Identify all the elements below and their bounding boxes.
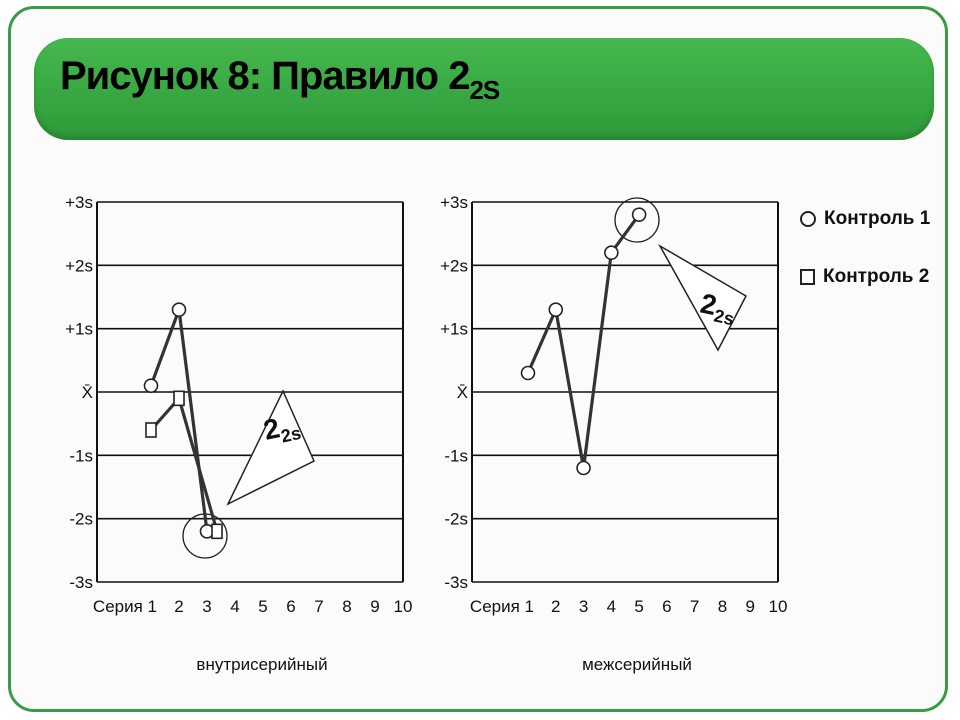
x-tick-label: 4	[230, 597, 239, 616]
legend-item-control-1: Контроль 1	[800, 204, 940, 234]
y-tick-label: -1s	[69, 446, 93, 465]
data-point-circle	[604, 245, 619, 260]
x-tick-label: 4	[607, 597, 616, 616]
data-point-circle	[631, 207, 647, 222]
y-tick-label: -1s	[444, 446, 468, 465]
y-tick-label: X̄	[82, 383, 93, 402]
y-tick-label: +1s	[440, 320, 468, 339]
series-line-2	[149, 396, 219, 532]
y-tick-label: X̄	[457, 383, 468, 402]
x-axis-label: внутрисерийный	[196, 655, 327, 674]
square-marker-icon	[800, 269, 815, 285]
x-tick-label: 7	[314, 597, 323, 616]
x-tick-label: 3	[202, 597, 211, 616]
y-tick-label: -3s	[444, 573, 468, 592]
legend-item-control-2: Контроль 2	[800, 262, 940, 292]
x-tick-label: 2	[174, 597, 183, 616]
violation-circle	[614, 197, 660, 243]
y-tick-label: -2s	[69, 510, 93, 529]
slide-title-subscript: 2S	[469, 75, 500, 105]
x-tick-label: 9	[370, 597, 379, 616]
y-tick-label: -3s	[69, 573, 93, 592]
x-tick-label: 5	[258, 597, 267, 616]
slide-title: Рисунок 8: Правило 22S	[60, 54, 500, 106]
x-tick-label: 6	[662, 597, 671, 616]
slide-title-text: Рисунок 8: Правило 2	[60, 54, 470, 98]
series-line-1	[526, 213, 641, 470]
x-tick-label: 8	[718, 597, 727, 616]
x-axis-label: межсерийный	[582, 655, 692, 674]
legend-label-control-1: Контроль 1	[824, 208, 931, 229]
x-tick-label: 10	[769, 597, 788, 616]
y-tick-label: -2s	[444, 510, 468, 529]
x-tick-label: 6	[286, 597, 295, 616]
x-tick-label: Серия 1	[470, 597, 534, 616]
x-tick-label: 3	[579, 597, 588, 616]
x-tick-label: 5	[634, 597, 643, 616]
data-point-square	[145, 422, 157, 438]
annotation-subscript: 2s	[279, 423, 303, 447]
legend: Контроль 1 Контроль 2	[800, 204, 940, 320]
data-point-square	[173, 390, 185, 407]
legend-label-control-2: Контроль 2	[823, 266, 930, 287]
y-tick-label: +3s	[440, 193, 468, 212]
y-tick-label: +1s	[65, 320, 93, 339]
data-point-circle	[548, 302, 564, 317]
annotation-callout	[658, 243, 747, 352]
x-tick-label: 2	[551, 597, 560, 616]
data-point-circle	[576, 460, 591, 476]
y-tick-label: +2s	[440, 256, 468, 275]
x-tick-label: Серия 1	[93, 597, 157, 616]
data-point-circle	[171, 302, 187, 317]
data-point-circle	[520, 365, 536, 381]
y-tick-label: +3s	[65, 193, 93, 212]
title-banner: Рисунок 8: Правило 22S	[34, 38, 934, 140]
data-point-circle	[143, 378, 159, 393]
x-tick-label: 8	[342, 597, 351, 616]
data-point-square	[211, 523, 223, 540]
x-tick-label: 9	[745, 597, 754, 616]
x-tick-label: 10	[394, 597, 413, 616]
annotation-subscript: 2s	[712, 305, 736, 329]
y-tick-label: +2s	[65, 256, 93, 275]
x-tick-label: 7	[690, 597, 699, 616]
circle-marker-icon	[800, 211, 816, 227]
annotation-callout	[226, 389, 315, 506]
